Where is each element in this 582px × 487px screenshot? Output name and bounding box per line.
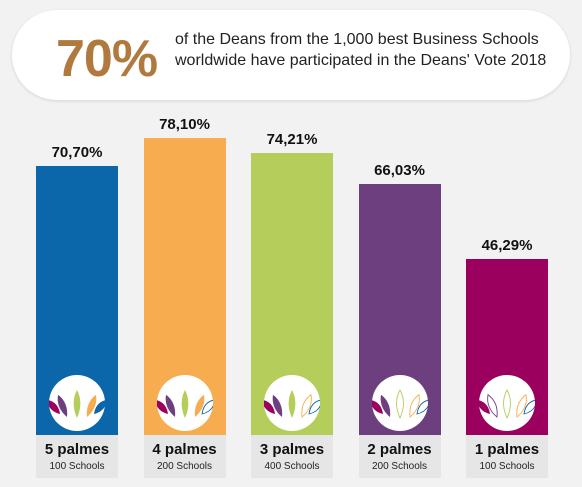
category-label-box: 5 palmes 100 Schools: [36, 435, 118, 478]
palm-leaf: [516, 393, 527, 418]
category-sublabel: 100 Schools: [49, 461, 105, 472]
palm-leaf: [156, 399, 168, 414]
palm-leaf: [503, 389, 511, 420]
header-banner: 70% of the Deans from the 1,000 best Bus…: [12, 10, 570, 100]
palm-leaf: [479, 399, 490, 414]
bar-value-label: 66,03%: [374, 162, 425, 180]
category-sublabel: 200 Schools: [371, 461, 428, 472]
palm-leaf: [94, 399, 105, 414]
palm-logo-icon: [49, 375, 105, 431]
palm-leaf: [200, 399, 213, 415]
category-label: 2 palmes: [367, 441, 432, 458]
palm-logo-icon: [479, 375, 535, 431]
palm-leaf: [415, 399, 428, 415]
palm-leaf: [408, 393, 420, 418]
bar-value-label: 46,29%: [481, 237, 533, 255]
palm-logo-icon: [371, 375, 428, 431]
palm-leaf: [308, 399, 320, 415]
headline-percent: 70%: [56, 30, 158, 88]
palm-leaves-icon: [371, 389, 428, 420]
category-label: 5 palmes: [44, 441, 110, 458]
bar-value-label: 70,70%: [51, 144, 103, 162]
category-label: 3 palmes: [259, 441, 325, 458]
palm-leaves-icon: [49, 390, 105, 418]
palm-logo-icon: [156, 375, 213, 431]
palm-leaf: [264, 399, 275, 414]
palm-leaf: [395, 389, 404, 420]
palm-leaves-icon: [156, 390, 213, 418]
category-label-box: 4 palmes 200 Schools: [143, 435, 226, 478]
category-label: 4 palmes: [152, 441, 217, 458]
headline-line-2: worldwide have participated in the Deans…: [175, 52, 547, 69]
headline-text: of the Deans from the 1,000 best Busines…: [175, 29, 565, 71]
palm-leaf: [272, 394, 283, 417]
category-label: 1 palmes: [474, 441, 540, 458]
headline-line-1: of the Deans from the 1,000 best Busines…: [175, 31, 539, 48]
palm-leaves-icon: [479, 389, 535, 420]
palm-leaf: [380, 394, 390, 417]
palm-leaf: [57, 394, 68, 417]
palm-leaf: [371, 399, 383, 414]
category-label-box: 1 palmes 100 Schools: [466, 435, 548, 478]
category-label-box: 3 palmes 400 Schools: [251, 435, 333, 478]
palm-leaf: [181, 390, 188, 418]
palm-leaves-icon: [264, 390, 320, 418]
category-sublabel: 100 Schools: [479, 461, 535, 472]
palm-leaf: [523, 399, 535, 415]
palm-leaf: [194, 394, 204, 417]
bar-value-label: 78,10%: [159, 116, 210, 134]
palm-leaf: [49, 399, 60, 414]
palm-leaf: [301, 393, 312, 418]
palm-leaf: [165, 394, 175, 417]
palm-leaf: [288, 390, 296, 418]
bar-value-label: 74,21%: [266, 131, 318, 148]
palm-leaf: [487, 393, 498, 418]
palm-logo-icon: [264, 375, 320, 431]
palm-leaf: [86, 394, 97, 417]
category-sublabel: 400 Schools: [264, 461, 320, 472]
category-label-box: 2 palmes 200 Schools: [358, 435, 441, 478]
palm-leaf: [73, 390, 81, 418]
category-sublabel: 200 Schools: [156, 461, 213, 472]
